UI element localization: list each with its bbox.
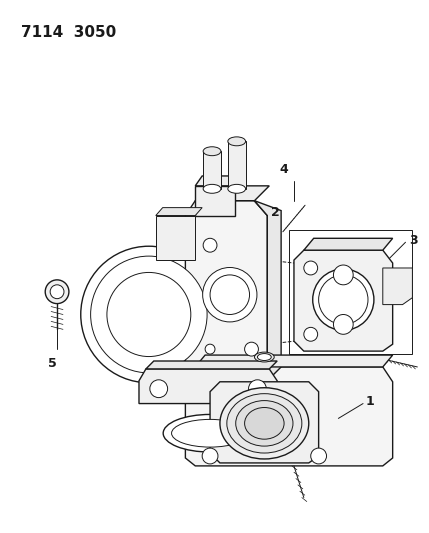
Polygon shape bbox=[139, 369, 277, 403]
Polygon shape bbox=[156, 215, 195, 260]
Polygon shape bbox=[185, 367, 393, 466]
Ellipse shape bbox=[313, 269, 374, 330]
Polygon shape bbox=[210, 382, 319, 463]
Circle shape bbox=[203, 238, 217, 252]
Text: 1: 1 bbox=[366, 395, 375, 408]
Polygon shape bbox=[304, 238, 393, 250]
Circle shape bbox=[205, 344, 215, 354]
Ellipse shape bbox=[257, 353, 271, 360]
Polygon shape bbox=[146, 361, 277, 369]
Text: 2: 2 bbox=[271, 206, 280, 219]
Text: 3: 3 bbox=[409, 234, 418, 247]
Polygon shape bbox=[294, 250, 393, 351]
Circle shape bbox=[333, 314, 353, 334]
Circle shape bbox=[50, 285, 64, 298]
Ellipse shape bbox=[228, 137, 245, 146]
Circle shape bbox=[304, 261, 317, 275]
Polygon shape bbox=[185, 201, 267, 381]
Text: 7114  3050: 7114 3050 bbox=[21, 25, 116, 39]
Text: 5: 5 bbox=[48, 357, 57, 370]
Ellipse shape bbox=[163, 415, 257, 452]
Polygon shape bbox=[195, 176, 242, 186]
Polygon shape bbox=[195, 186, 235, 215]
Ellipse shape bbox=[81, 246, 217, 383]
Text: 4: 4 bbox=[280, 163, 288, 176]
Circle shape bbox=[45, 280, 69, 304]
Bar bbox=[203, 151, 221, 189]
Ellipse shape bbox=[172, 419, 248, 447]
Polygon shape bbox=[195, 186, 269, 201]
Ellipse shape bbox=[245, 408, 284, 439]
Circle shape bbox=[202, 448, 218, 464]
Ellipse shape bbox=[203, 184, 221, 193]
Ellipse shape bbox=[319, 275, 368, 325]
Ellipse shape bbox=[107, 272, 191, 357]
Ellipse shape bbox=[202, 268, 257, 322]
Circle shape bbox=[333, 265, 353, 285]
Polygon shape bbox=[289, 230, 412, 354]
Ellipse shape bbox=[254, 352, 274, 362]
Circle shape bbox=[304, 327, 317, 341]
Polygon shape bbox=[383, 268, 412, 304]
Polygon shape bbox=[254, 201, 281, 381]
Circle shape bbox=[245, 342, 258, 356]
Bar bbox=[228, 141, 245, 189]
Circle shape bbox=[311, 448, 326, 464]
Polygon shape bbox=[195, 355, 393, 367]
Ellipse shape bbox=[220, 387, 309, 459]
Ellipse shape bbox=[236, 401, 293, 446]
Circle shape bbox=[150, 380, 168, 398]
Ellipse shape bbox=[203, 147, 221, 156]
Ellipse shape bbox=[228, 184, 245, 193]
Circle shape bbox=[248, 380, 266, 398]
Ellipse shape bbox=[227, 394, 302, 453]
Ellipse shape bbox=[91, 256, 207, 373]
Ellipse shape bbox=[210, 275, 250, 314]
Polygon shape bbox=[156, 208, 202, 215]
